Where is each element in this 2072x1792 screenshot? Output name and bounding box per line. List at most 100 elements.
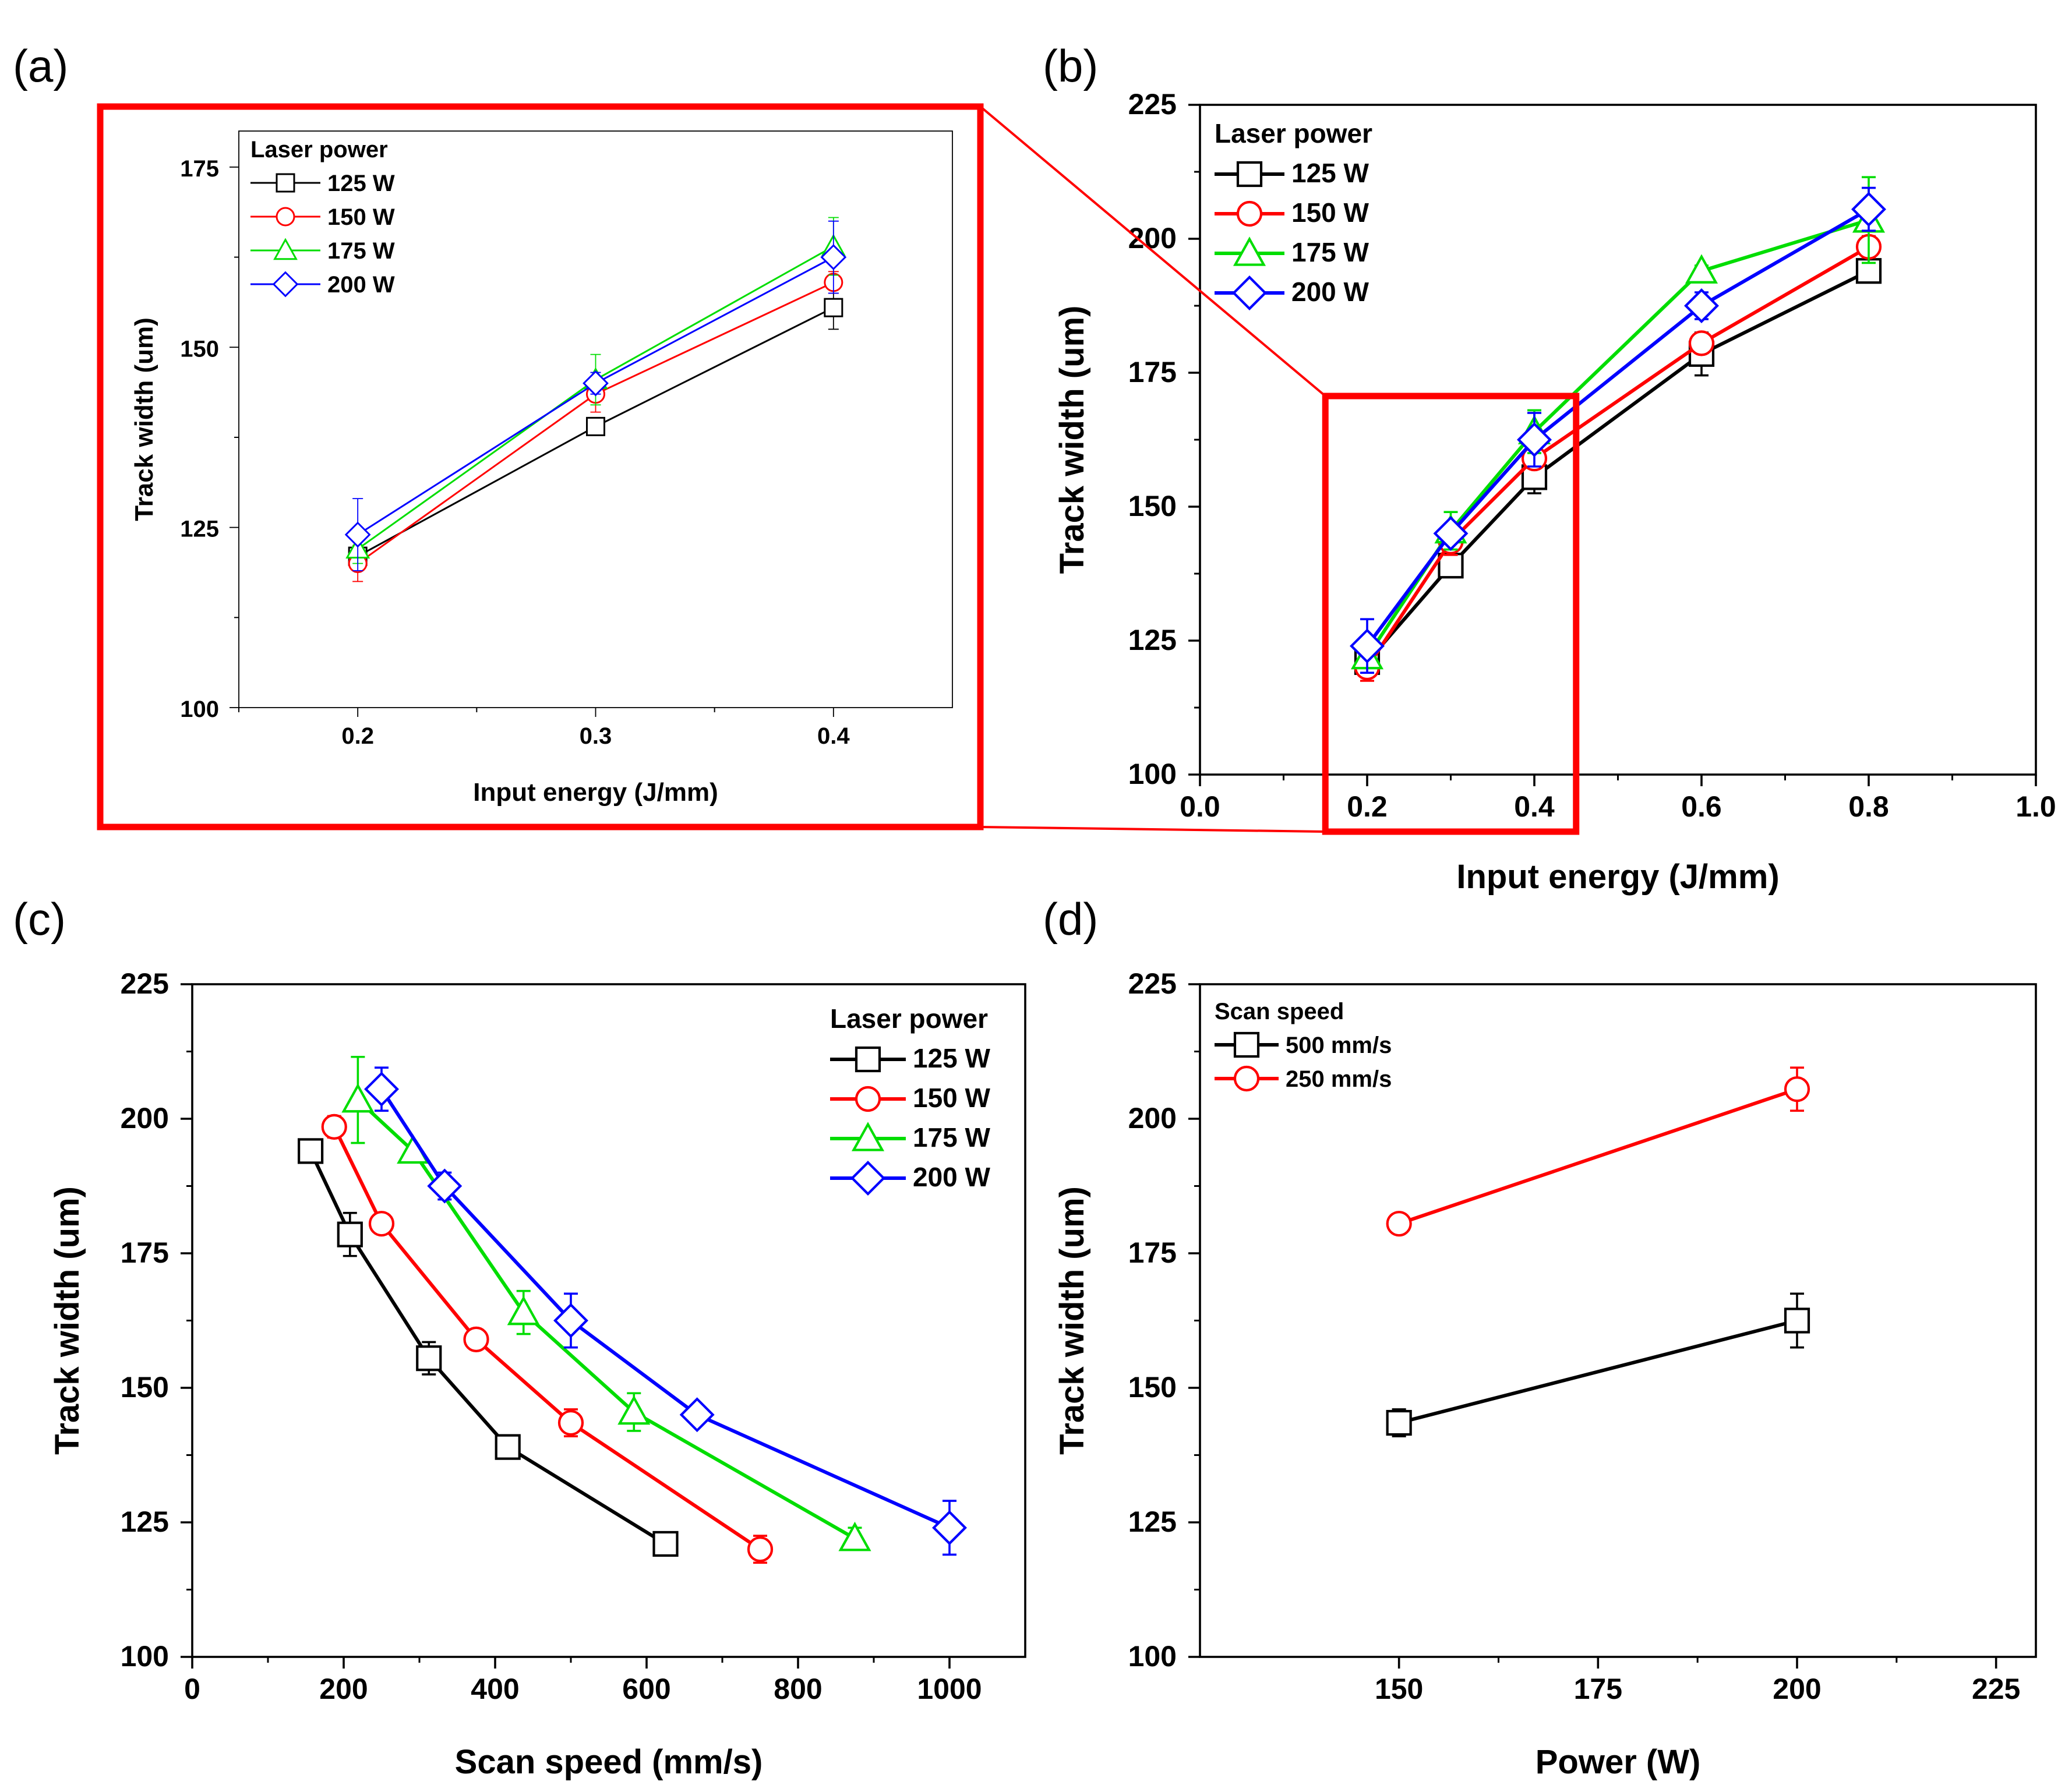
data-point	[427, 1168, 463, 1204]
legend-marker	[1236, 200, 1263, 227]
legend-marker	[1236, 161, 1263, 188]
legend-label: 150 W	[1291, 197, 1369, 228]
x-tick-label: 0	[184, 1673, 200, 1705]
legend-marker	[1233, 236, 1266, 266]
legend-marker	[855, 1046, 881, 1073]
series-150-W	[1354, 234, 1882, 682]
data-point	[368, 1211, 395, 1237]
series-200-W	[344, 220, 847, 571]
legend-marker	[850, 1161, 885, 1196]
legend-marker	[272, 271, 299, 298]
legend-label: 175 W	[1291, 237, 1369, 267]
x-tick-label: 0.2	[1347, 790, 1388, 823]
data-point	[747, 1536, 774, 1563]
x-tick-label: 1.0	[2015, 790, 2056, 823]
legend-label: 200 W	[1291, 277, 1369, 307]
legend-label: 200 W	[913, 1162, 991, 1192]
legend-label: 175 W	[913, 1122, 991, 1153]
legend-marker	[1233, 1065, 1260, 1092]
data-point	[583, 370, 609, 397]
x-tick-label: 150	[1375, 1673, 1423, 1705]
panel-label-a: (a)	[13, 40, 68, 91]
panel-a-chart: 100 125 150 175 0.2 0.3 0.4 Input energy (J/mm)…	[130, 130, 953, 807]
data-point	[1784, 1076, 1810, 1102]
data-point	[337, 1221, 363, 1247]
y-tick-label: 200	[121, 1102, 169, 1134]
panel-c-chart: 100 125 150 175 200 225 0 200 400 600 800 1000 Scan …	[48, 967, 1026, 1781]
panel-label-c: (c)	[13, 893, 66, 945]
y-tick-label: 125	[1128, 624, 1177, 656]
legend-title: Laser power	[250, 137, 388, 162]
data-point	[416, 1345, 442, 1372]
y-axis-title: Track width (um)	[48, 1186, 86, 1455]
data-point	[364, 1072, 399, 1107]
x-tick-label: 200	[1773, 1673, 1821, 1705]
y-tick-label: 100	[1128, 758, 1177, 790]
data-point	[298, 1138, 324, 1164]
legend: Laser power 125 W 150 W 175 W 200 W	[250, 137, 395, 298]
x-tick-label: 0.8	[1848, 790, 1889, 823]
x-tick-label: 0.4	[817, 723, 850, 749]
plot-frame	[191, 983, 1026, 1658]
y-tick-label: 100	[1128, 1640, 1177, 1673]
y-tick-label: 175	[180, 156, 219, 182]
data-point	[824, 298, 843, 317]
panel-label-d: (d)	[1043, 893, 1098, 945]
legend-title: Laser power	[830, 1003, 988, 1034]
y-tick-label: 175	[121, 1236, 169, 1269]
data-point	[344, 521, 371, 548]
series-125-W	[1354, 258, 1882, 675]
legend: Scan speed 500 mm/s 250 mm/s	[1215, 999, 1392, 1092]
data-point	[1386, 1409, 1412, 1436]
legend-marker	[855, 1086, 881, 1112]
data-point	[932, 1510, 967, 1546]
y-tick-label: 150	[1128, 490, 1177, 522]
data-point	[1688, 330, 1715, 356]
zoom-highlight	[97, 103, 1580, 835]
data-point	[341, 1083, 375, 1113]
x-tick-label: 800	[774, 1673, 822, 1705]
zoom-source-box	[1322, 393, 1580, 835]
y-tick-label: 200	[1128, 1102, 1177, 1134]
x-tick-label: 200	[319, 1673, 368, 1705]
y-axis-title: Track width (um)	[1053, 1186, 1091, 1455]
data-point	[1685, 254, 1718, 284]
series-line	[1398, 1319, 1798, 1425]
legend-label: 150 W	[913, 1083, 991, 1113]
legend-marker	[273, 238, 298, 260]
y-tick-label: 100	[180, 697, 219, 722]
y-tick-label: 150	[1128, 1371, 1177, 1404]
data-point	[1784, 1307, 1810, 1334]
series-125-W	[298, 1138, 679, 1557]
data-point	[507, 1295, 540, 1326]
series-500-mm-s	[1386, 1292, 1810, 1437]
panel-d-chart: 100 125 150 175 200 225 150 175 200 225 Power (W) T…	[1053, 967, 2037, 1781]
y-tick-label: 175	[1128, 1236, 1177, 1269]
y-tick-label: 225	[1128, 88, 1177, 121]
data-point	[652, 1531, 679, 1557]
series-line	[309, 1150, 667, 1546]
x-tick-label: 0.3	[580, 723, 612, 749]
series-175-W	[1350, 176, 1886, 670]
data-point	[838, 1521, 871, 1551]
y-tick-label: 225	[121, 967, 169, 1000]
legend-label: 250 mm/s	[1286, 1066, 1392, 1092]
data-point	[1350, 628, 1385, 664]
y-tick-label: 150	[121, 1371, 169, 1404]
zoom-connector	[979, 105, 1326, 397]
y-tick-label: 225	[1128, 967, 1177, 1000]
legend-marker	[851, 1122, 885, 1151]
x-axis-title: Scan speed (mm/s)	[455, 1743, 763, 1781]
legend-label: 150 W	[327, 204, 395, 230]
data-point	[321, 1114, 347, 1140]
y-tick-label: 175	[1128, 356, 1177, 388]
series-line	[380, 1088, 951, 1529]
x-tick-label: 0.2	[341, 723, 374, 749]
x-axis-title: Input energy (J/mm)	[1456, 858, 1779, 896]
y-tick-label: 125	[180, 517, 219, 542]
x-tick-label: 1000	[917, 1673, 982, 1705]
data-point	[1517, 422, 1552, 457]
data-point	[1433, 516, 1469, 551]
series-200-W	[1350, 186, 1886, 674]
